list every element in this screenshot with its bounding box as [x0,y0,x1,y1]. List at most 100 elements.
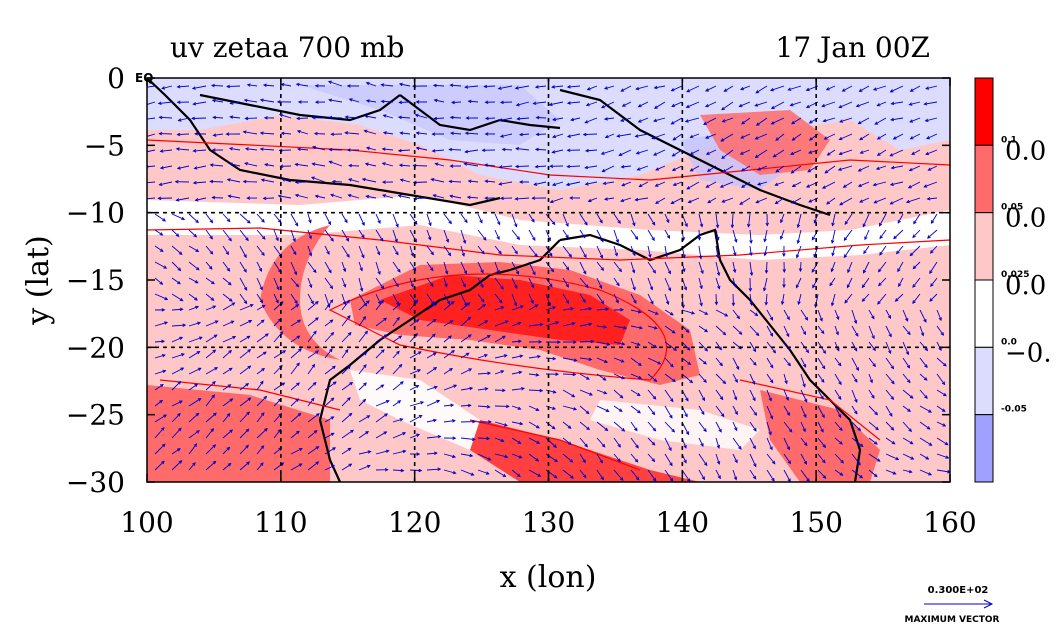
wind-vector [307,363,316,375]
contour-lines [147,139,950,471]
wind-vector [307,245,313,257]
wind-vector [244,116,258,121]
wind-vector [324,261,332,274]
wind-vector [851,341,858,352]
wind-vector [443,469,457,475]
wind-vector [443,453,457,459]
wind-vector [375,277,385,290]
wind-vector [188,412,200,423]
wind-vector [885,309,892,320]
wind-vector [392,303,401,311]
wind-vector [705,181,717,188]
wind-vector [341,396,351,407]
wind-vector [817,309,823,322]
wind-vector [209,163,224,167]
wind-vector [647,325,658,330]
wind-vector [890,117,904,122]
colorbar-side-label-1: 0.0 [1005,204,1046,234]
wind-vector [477,277,484,288]
wind-vector [511,339,522,344]
wind-vector [310,176,326,183]
wind-vector [834,373,842,386]
chart-title: uv zetaa 700 mb [170,31,404,64]
wind-vector [770,117,785,125]
wind-vector [331,179,343,184]
wind-vector [879,229,887,240]
y-tick-label-5: −5 [84,129,125,162]
wind-vector [443,367,453,375]
wind-vector [176,132,190,137]
wind-vector [460,403,472,408]
wind-vector [630,389,641,397]
wind-vector [210,83,224,88]
wind-vector [902,341,910,356]
wind-vector [613,373,626,380]
wind-vector [889,181,904,186]
wind-vector [409,401,425,407]
wind-vector [244,162,258,167]
wind-vector [222,213,231,223]
wind-vector [276,100,292,104]
wind-vector [415,131,428,135]
wind-vector [205,367,219,375]
wind-vector [596,453,603,464]
wind-vector [664,293,670,306]
wind-vector [664,261,671,275]
wind-vector [838,133,853,141]
wind-vector [494,404,510,409]
wind-vector [672,133,683,141]
wind-vector [545,306,557,311]
wind-vector [443,245,452,257]
wind-vector [596,325,608,329]
wind-vector [579,277,589,289]
wind-vector [324,319,334,327]
wind-vector [936,453,950,459]
wind-vector [613,277,620,287]
wind-vector [176,84,190,89]
wind-vector [528,213,535,223]
wind-vector [409,299,419,311]
wind-vector [324,397,335,407]
wind-vector [834,389,842,401]
x-tick-label-130: 130 [522,506,575,539]
wind-vector [154,308,166,312]
wind-vector [715,389,724,401]
wind-vector [392,335,403,343]
wind-vector [392,449,407,455]
wind-vector [188,229,198,238]
wind-vector [704,101,717,108]
wind-vector [327,80,343,87]
wind-vector [477,261,484,274]
wind-vector [875,165,887,170]
wind-vector [630,421,638,432]
wind-vector [579,261,587,275]
wind-vector [579,293,586,303]
wind-vector [226,84,241,89]
wind-vector [381,147,394,151]
y-tick-label-20: −20 [66,331,125,364]
wind-vector [443,229,450,243]
wind-vector [443,403,455,407]
wind-vector [732,325,743,335]
colorbar-label-2: 0.025 [1001,270,1029,280]
wind-vector [909,133,921,140]
wind-vector [409,319,420,327]
wind-vector [664,453,673,467]
wind-vector [817,405,825,419]
wind-vector [290,382,300,391]
wind-vector [749,437,756,450]
wind-vector [528,293,534,305]
wind-vector [171,293,184,302]
wind-vector [664,389,674,403]
wind-vector [562,372,577,377]
wind-vector [467,99,479,104]
wind-vector [324,229,334,242]
wind-vector [847,261,853,274]
wind-vector [562,307,575,311]
wind-vector [494,277,504,290]
wind-vector [477,436,491,441]
wind-vector [789,101,802,107]
wind-vector [494,293,503,304]
wind-vector [443,335,452,343]
wind-vector [909,85,921,92]
